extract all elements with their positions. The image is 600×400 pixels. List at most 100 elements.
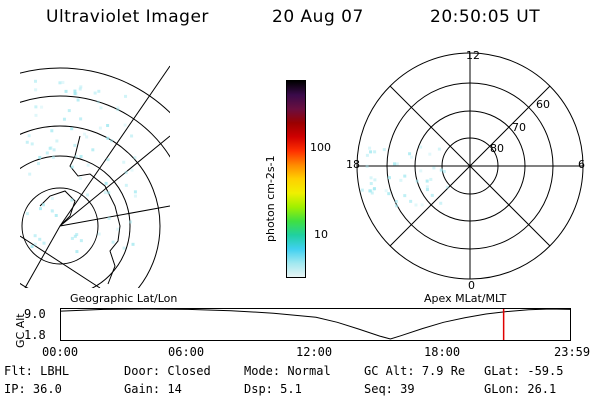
xtick-0600: 06:00 xyxy=(168,345,205,359)
aurora-pixel xyxy=(25,212,29,216)
aurora-pixel xyxy=(133,190,137,194)
aurora-pixel xyxy=(439,168,443,172)
aurora-pixel xyxy=(76,98,80,102)
colorbar-tick-10: 10 xyxy=(314,228,328,241)
aurora-pixel xyxy=(387,192,391,196)
aurora-pixel xyxy=(395,162,399,166)
footer-dsp: Dsp: 5.1 xyxy=(244,382,302,396)
aurora-pixel xyxy=(425,179,429,183)
aurora-pixel xyxy=(48,146,52,150)
aurora-pixel xyxy=(122,246,126,250)
aurora-pixel xyxy=(430,193,434,197)
footer-gain: Gain: 14 xyxy=(124,382,182,396)
polar-aurora-points xyxy=(360,145,449,208)
aurora-pixel xyxy=(122,160,126,164)
aurora-pixel xyxy=(45,151,49,155)
aurora-pixel xyxy=(123,123,127,127)
aurora-pixel xyxy=(58,81,62,85)
aurora-pixel xyxy=(419,145,423,149)
lat-label-80: 80 xyxy=(490,142,504,155)
polar-plot xyxy=(356,52,584,280)
aurora-pixel xyxy=(42,241,46,245)
aurora-pixel xyxy=(79,117,83,121)
xtick-1800: 18:00 xyxy=(424,345,461,359)
aurora-pixel xyxy=(403,174,407,178)
aurora-pixel xyxy=(70,198,74,202)
aurora-pixel xyxy=(414,203,418,207)
aurora-pixel xyxy=(25,140,29,144)
aurora-pixel xyxy=(52,148,56,152)
aurora-pixel xyxy=(387,176,391,180)
altitude-curve xyxy=(60,308,571,340)
aurora-pixel xyxy=(106,136,110,140)
aurora-pixel xyxy=(124,183,128,187)
aurora-pixel xyxy=(70,127,74,131)
aurora-pixel xyxy=(373,178,377,182)
altitude-plot xyxy=(60,308,571,341)
colorbar xyxy=(286,80,306,278)
aurora-pixel xyxy=(70,236,74,240)
aurora-pixel xyxy=(99,106,103,110)
aurora-pixel xyxy=(382,148,386,152)
app-title: Ultraviolet Imager xyxy=(46,7,209,27)
aurora-pixel xyxy=(83,132,87,136)
aurora-pixel xyxy=(368,146,372,150)
aurora-pixel xyxy=(74,155,78,159)
geographic-map xyxy=(20,65,170,288)
aurora-pixel xyxy=(106,158,110,162)
aurora-pixel xyxy=(34,113,38,117)
aurora-pixel xyxy=(394,200,398,204)
aurora-pixel xyxy=(428,152,432,156)
aurora-pixel xyxy=(79,85,83,89)
aurora-pixel xyxy=(445,185,449,189)
aurora-pixel xyxy=(67,109,71,113)
mlt-label-6: 6 xyxy=(578,158,585,171)
aurora-pixel xyxy=(360,188,364,192)
aurora-pixel xyxy=(85,135,89,139)
aurora-pixel xyxy=(111,240,115,244)
xtick-0000: 00:00 xyxy=(42,345,79,359)
lat-label-70: 70 xyxy=(512,121,526,134)
aurora-pixel xyxy=(124,94,128,98)
aurora-pixel xyxy=(98,126,102,130)
aurora-pixel xyxy=(133,156,137,160)
altitude-ytick-min: 1.8 xyxy=(24,328,46,342)
footer-glat: GLat: -59.5 xyxy=(484,364,564,378)
aurora-pixel xyxy=(410,155,414,159)
aurora-pixel xyxy=(116,106,120,110)
aurora-pixel xyxy=(78,87,82,91)
aurora-pixel xyxy=(70,165,74,169)
lat-label-60: 60 xyxy=(536,98,550,111)
aurora-pixel xyxy=(425,188,429,192)
aurora-pixel xyxy=(40,105,44,109)
aurora-pixel xyxy=(110,139,114,143)
aurora-pixel xyxy=(51,209,55,213)
aurora-pixel xyxy=(103,191,107,195)
colorbar-gradient xyxy=(287,81,305,277)
aurora-pixel xyxy=(415,179,419,183)
xtick-2359: 23:59 xyxy=(554,345,591,359)
aurora-pixel xyxy=(369,182,373,186)
aurora-pixel xyxy=(408,152,412,156)
aurora-pixel xyxy=(30,245,34,249)
aurora-pixel xyxy=(372,187,376,191)
date-label: 20 Aug 07 xyxy=(272,7,364,27)
footer-filter: Flt: LBHL xyxy=(4,364,70,378)
footer-gc-alt: GC Alt: 7.9 Re xyxy=(364,364,466,378)
right-polar-caption: Apex MLat/MLT xyxy=(424,292,507,305)
aurora-pixel xyxy=(104,181,108,185)
mlt-label-0: 0 xyxy=(468,279,475,292)
mlt-label-12: 12 xyxy=(466,49,480,62)
aurora-pixel xyxy=(50,209,54,213)
aurora-pixel xyxy=(399,178,403,182)
aurora-pixel xyxy=(34,88,38,92)
aurora-pixel xyxy=(30,142,34,146)
aurora-pixel xyxy=(38,155,42,159)
aurora-pixel xyxy=(403,194,407,198)
aurora-pixel xyxy=(442,169,446,173)
aurora-pixel xyxy=(38,237,42,241)
aurora-pixel xyxy=(124,171,128,175)
aurora-pixel xyxy=(79,239,83,243)
aurora-pixel xyxy=(106,124,110,128)
aurora-pixel xyxy=(425,185,429,189)
